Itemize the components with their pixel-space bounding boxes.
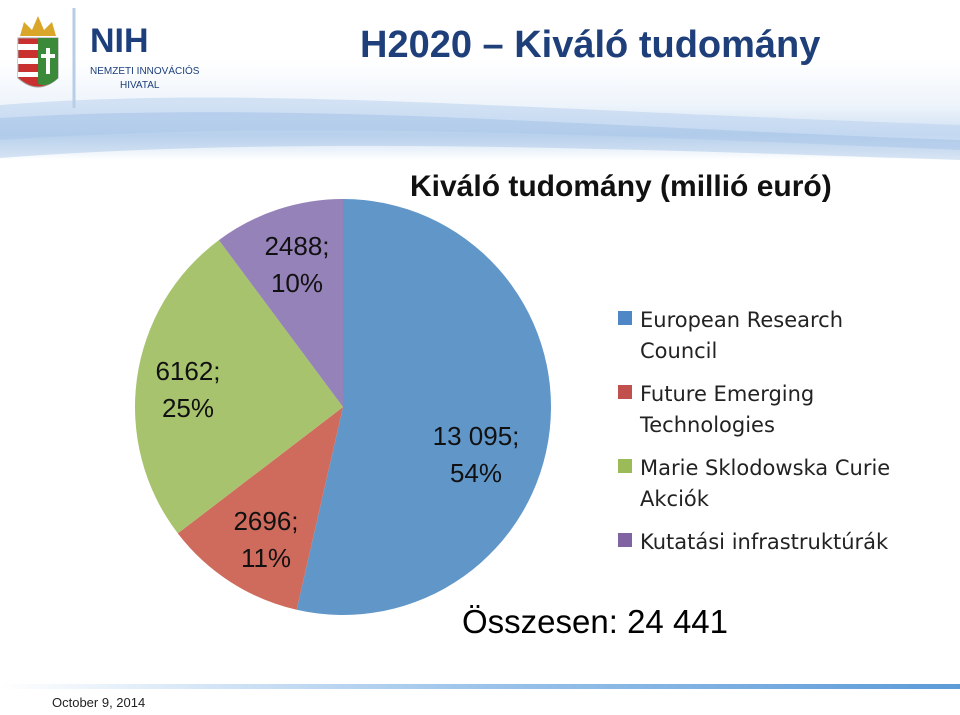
legend-swatch bbox=[618, 533, 632, 547]
pie-slice bbox=[134, 240, 343, 534]
legend-swatch bbox=[618, 311, 632, 325]
legend-item-erc: European Research Council bbox=[618, 305, 948, 367]
pie-slice bbox=[296, 199, 552, 615]
footer-date: October 9, 2014 bbox=[52, 695, 146, 710]
logo-mark: NIH bbox=[90, 22, 149, 60]
logo-text-line2: HIVATAL bbox=[120, 80, 160, 91]
chart-title: Kiváló tudomány (millió euró) bbox=[410, 170, 832, 203]
legend-label: Future Emerging bbox=[640, 382, 815, 406]
slide-title: H2020 – Kiváló tudomány bbox=[360, 24, 821, 66]
legend-label: Kutatási infrastruktúrák bbox=[640, 530, 889, 554]
chart-legend: European Research Council Future Emergin… bbox=[618, 305, 948, 570]
legend-label: European Research bbox=[640, 308, 844, 332]
legend-item-fet: Future Emerging Technologies bbox=[618, 379, 948, 441]
pie-slice bbox=[218, 199, 343, 407]
legend-label: Council bbox=[640, 339, 718, 363]
pie-slice bbox=[177, 407, 343, 610]
header-wave-graphic bbox=[0, 60, 960, 160]
pie-data-label: 6162; 25% bbox=[155, 356, 220, 423]
legend-label: Akciók bbox=[640, 487, 709, 511]
pie-data-label: 2488; 10% bbox=[264, 231, 329, 298]
coat-of-arms-icon bbox=[17, 8, 76, 108]
logo-text-line1: NEMZETI INNOVÁCIÓS bbox=[90, 64, 200, 77]
nih-wordmark-graphic: NIH NEMZETI INNOVÁCIÓS HIVATAL bbox=[90, 22, 200, 91]
legend-label: Marie Sklodowska Curie bbox=[640, 456, 891, 480]
legend-item-infra: Kutatási infrastruktúrák bbox=[618, 527, 948, 558]
legend-item-msca: Marie Sklodowska Curie Akciók bbox=[618, 453, 948, 515]
nih-logo: NIH NEMZETI INNOVÁCIÓS HIVATAL bbox=[10, 8, 210, 108]
legend-label: Technologies bbox=[640, 413, 775, 437]
pie-data-label: 2696; 11% bbox=[233, 506, 298, 573]
pie-data-label: 13 095; 54% bbox=[433, 421, 520, 488]
total-label: Összesen: 24 441 bbox=[462, 603, 728, 640]
header-band bbox=[0, 0, 960, 175]
footer-band bbox=[0, 684, 960, 689]
legend-swatch bbox=[618, 385, 632, 399]
legend-swatch bbox=[618, 459, 632, 473]
